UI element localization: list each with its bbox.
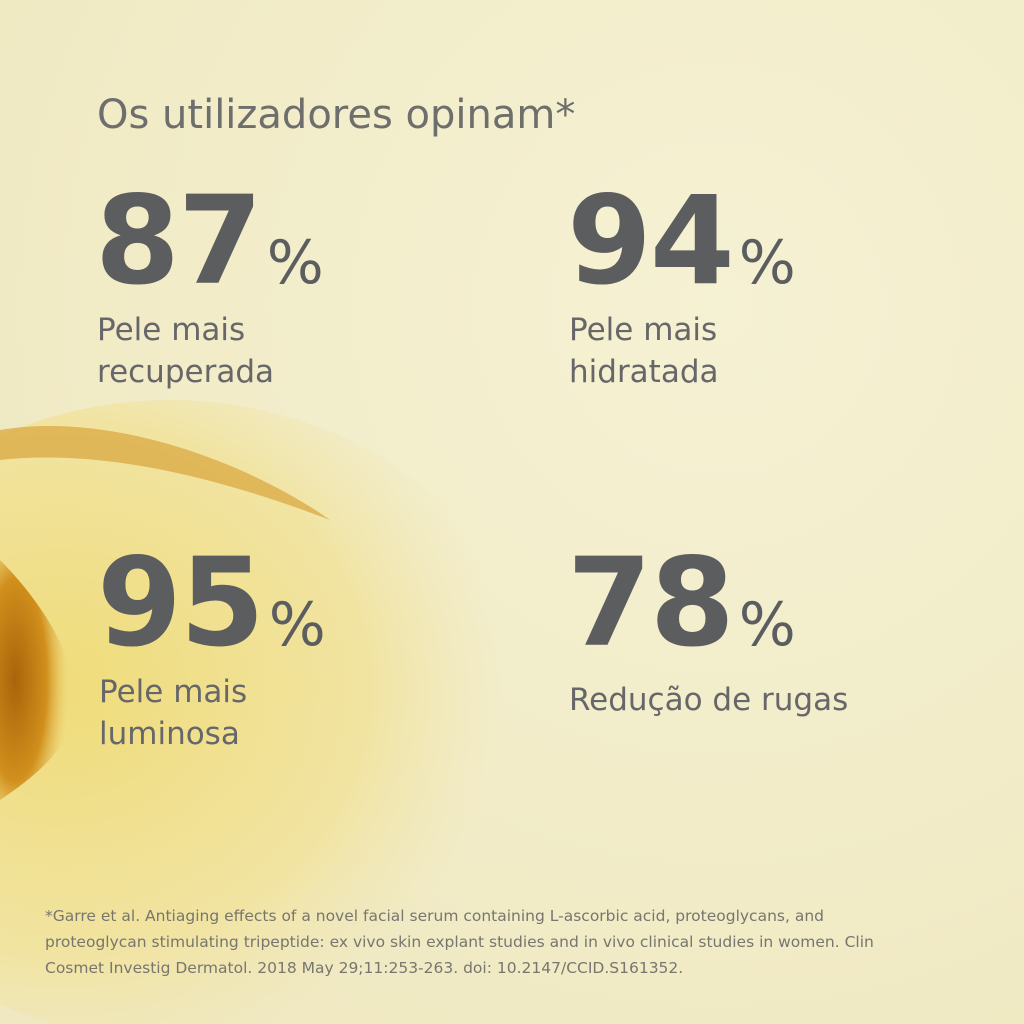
stat-number: 87%	[95, 170, 324, 312]
stat-unit: %	[739, 590, 796, 660]
stat-unit: %	[269, 590, 326, 660]
stat-value: 78	[567, 532, 733, 674]
stat-unit: %	[267, 228, 324, 298]
drop-edge	[0, 426, 330, 520]
stat-label: Pele mais	[569, 312, 717, 348]
footnote-line: Cosmet Investig Dermatol. 2018 May 29;11…	[45, 959, 683, 977]
stat-number: 94%	[567, 170, 796, 312]
stat-label: Pele mais	[97, 312, 245, 348]
footnote: *Garre et al. Antiaging effects of a nov…	[45, 907, 874, 977]
title: Os utilizadores opinam*	[97, 92, 575, 138]
stat-label: Pele mais	[99, 674, 247, 710]
stat-number: 95%	[97, 532, 326, 674]
stat-label: luminosa	[99, 716, 240, 752]
stat-value: 87	[95, 170, 261, 312]
stat-label: hidratada	[569, 354, 719, 390]
stat-number: 78%	[567, 532, 796, 674]
footnote-line: proteoglycan stimulating tripeptide: ex …	[45, 933, 874, 951]
stat-label: recuperada	[97, 354, 274, 390]
stat-value: 95	[97, 532, 263, 674]
stat-value: 94	[567, 170, 733, 312]
stat-unit: %	[739, 228, 796, 298]
serum-drop	[0, 400, 540, 1024]
footnote-line: *Garre et al. Antiaging effects of a nov…	[45, 907, 824, 925]
stat-label: Redução de rugas	[569, 682, 848, 718]
amber-drop	[0, 560, 76, 800]
